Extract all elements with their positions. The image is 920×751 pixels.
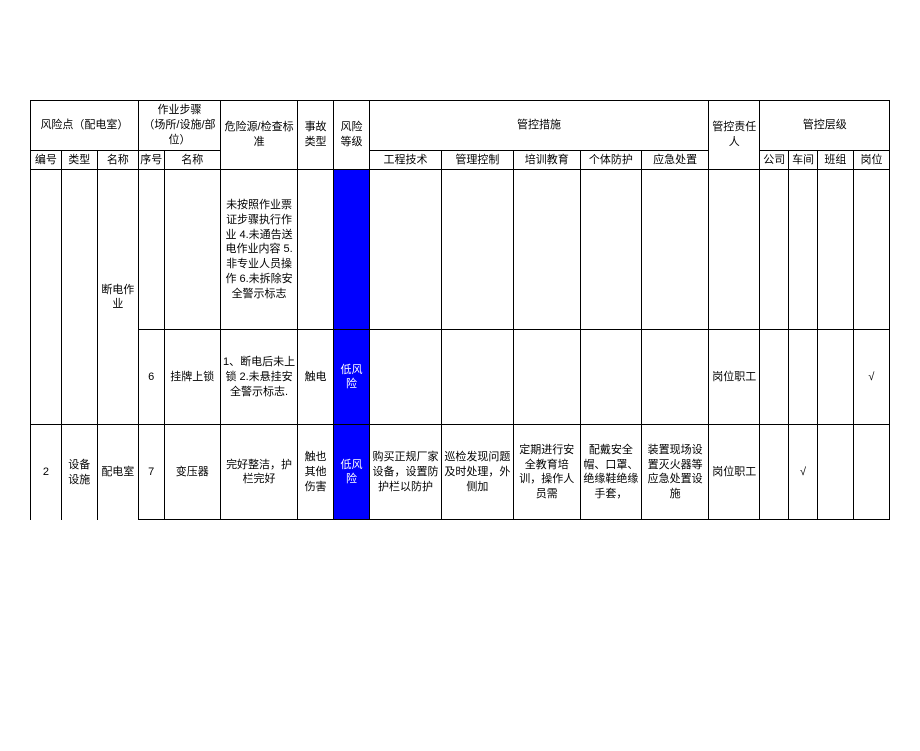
hdr-measures: 管控措施 [370,101,709,151]
cell-workshop [789,170,818,330]
header-row-1: 风险点（配电室） 作业步骤 （场所/设施/部位） 危险源/检查标准 事故类型 风… [31,101,890,151]
hdr-level: 管控层级 [760,101,890,151]
cell-team [817,330,853,425]
cell-accident: 触也其他伤害 [298,425,334,520]
cell-step-name: 变压器 [164,425,221,520]
hdr-accident: 事故类型 [298,101,334,170]
cell-type [61,170,97,330]
cell-eng [370,330,442,425]
cell-emerg: 装置现场设置灭火器等应急处置设施 [642,425,709,520]
hdr-hazard: 危险源/检查标准 [221,101,298,170]
cell-workshop: √ [789,425,818,520]
table-row: 2 设备设施 配电室 7 变压器 完好整洁，护栏完好 触也其他伤害 低风险 购买… [31,425,890,520]
hdr-train: 培训教育 [513,150,580,170]
hdr-company: 公司 [760,150,789,170]
cell-seq [138,170,164,330]
cell-post: √ [853,330,889,425]
cell-ppe [580,330,642,425]
cell-responsible: 岗位职工 [709,330,760,425]
cell-risk-level: 低风险 [334,330,370,425]
cell-workshop [789,330,818,425]
hdr-mgmt: 管理控制 [441,150,513,170]
hdr-step: 作业步骤 （场所/设施/部位） [138,101,220,151]
cell-post [853,170,889,330]
hdr-id: 编号 [31,150,62,170]
cell-mgmt: 巡检发现问题及时处理，外侧加 [441,425,513,520]
hdr-responsible: 管控责任人 [709,101,760,170]
cell-emerg [642,170,709,330]
cell-name: 配电室 [97,425,138,520]
cell-company [760,425,789,520]
cell-id [31,170,62,330]
cell-seq: 7 [138,425,164,520]
cell-hazard: 完好整洁，护栏完好 [221,425,298,520]
hdr-workshop: 车间 [789,150,818,170]
cell-name: 断电作业 [97,170,138,425]
cell-team [817,425,853,520]
cell-type [61,330,97,425]
cell-train [513,330,580,425]
header-row-2: 编号 类型 名称 序号 名称 工程技术 管理控制 培训教育 个体防护 应急处置 … [31,150,890,170]
cell-id [31,330,62,425]
cell-risk-level [334,170,370,330]
cell-train: 定期进行安全教育培训，操作人员需 [513,425,580,520]
hdr-risk-level: 风险等级 [334,101,370,170]
cell-accident [298,170,334,330]
cell-eng [370,170,442,330]
cell-seq: 6 [138,330,164,425]
hdr-step-name: 名称 [164,150,221,170]
cell-accident: 触电 [298,330,334,425]
hdr-seq: 序号 [138,150,164,170]
hdr-emerg: 应急处置 [642,150,709,170]
cell-company [760,170,789,330]
hdr-type: 类型 [61,150,97,170]
hdr-name: 名称 [97,150,138,170]
cell-company [760,330,789,425]
cell-step-name [164,170,221,330]
table-row: 6 挂牌上锁 1、断电后未上锁 2.未悬挂安全警示标志. 触电 低风险 岗位职工… [31,330,890,425]
hdr-post: 岗位 [853,150,889,170]
cell-responsible [709,170,760,330]
risk-table: 风险点（配电室） 作业步骤 （场所/设施/部位） 危险源/检查标准 事故类型 风… [30,100,890,520]
page: 风险点（配电室） 作业步骤 （场所/设施/部位） 危险源/检查标准 事故类型 风… [0,100,920,751]
cell-mgmt [441,330,513,425]
cell-hazard: 未按照作业票证步骤执行作业 4.未通告送电作业内容 5.非专业人员操作 6.未拆… [221,170,298,330]
cell-ppe [580,170,642,330]
cell-responsible: 岗位职工 [709,425,760,520]
cell-risk-level: 低风险 [334,425,370,520]
cell-train [513,170,580,330]
cell-team [817,170,853,330]
cell-ppe: 配戴安全帽、口罩、绝缘鞋绝缘手套， [580,425,642,520]
cell-eng: 购买正规厂家设备，设置防护栏以防护 [370,425,442,520]
cell-mgmt [441,170,513,330]
hdr-eng: 工程技术 [370,150,442,170]
cell-hazard: 1、断电后未上锁 2.未悬挂安全警示标志. [221,330,298,425]
cell-type: 设备设施 [61,425,97,520]
cell-id: 2 [31,425,62,520]
table-row: 断电作业 未按照作业票证步骤执行作业 4.未通告送电作业内容 5.非专业人员操作… [31,170,890,330]
cell-post [853,425,889,520]
cell-step-name: 挂牌上锁 [164,330,221,425]
hdr-team: 班组 [817,150,853,170]
hdr-risk-point: 风险点（配电室） [31,101,139,151]
cell-emerg [642,330,709,425]
hdr-ppe: 个体防护 [580,150,642,170]
